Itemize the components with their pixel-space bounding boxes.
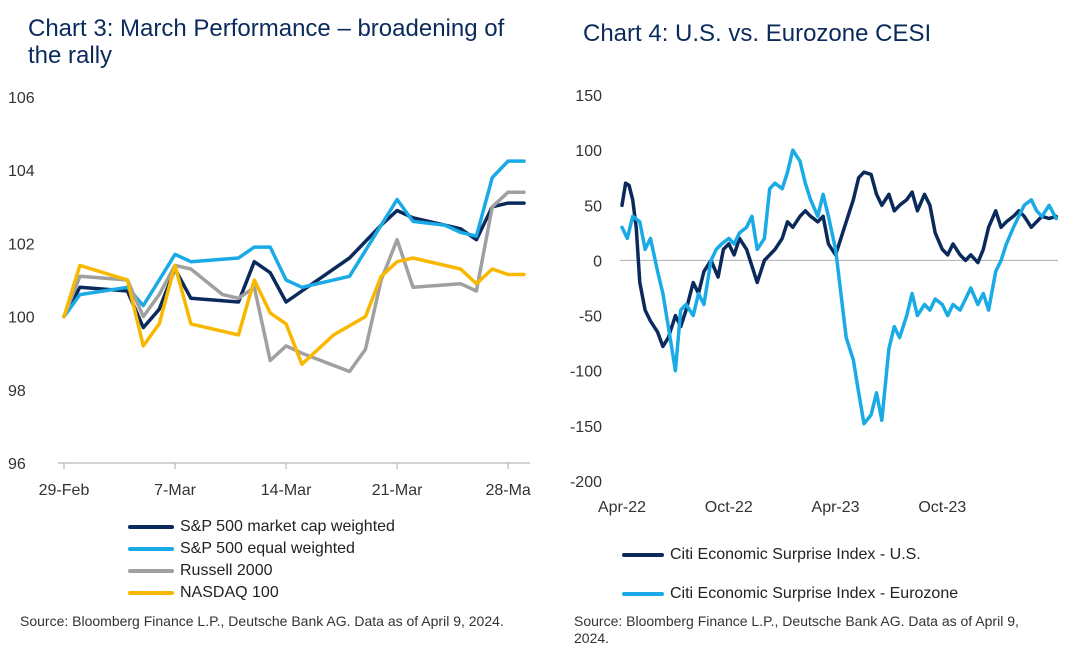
y-tick-label: 50: [584, 198, 602, 215]
series-line-1: [62, 159, 526, 319]
series-line-2: [62, 190, 526, 374]
y-tick-label: 104: [8, 163, 35, 180]
legend-swatch: [622, 591, 664, 596]
legend-swatch: [128, 591, 174, 595]
y-tick-label: -50: [579, 309, 602, 326]
y-tick-label: -100: [570, 364, 602, 381]
chart-4-title: Chart 4: U.S. vs. Eurozone CESI: [583, 20, 932, 47]
y-tick-label: 102: [8, 236, 35, 253]
x-tick-label: Oct-22: [705, 499, 753, 516]
legend-label: S&P 500 market cap weighted: [180, 518, 395, 535]
x-tick-label: 29-Feb: [39, 482, 90, 499]
x-tick-label: 21-Mar: [372, 482, 423, 499]
legend-swatch: [128, 547, 174, 551]
series-line-3: [62, 256, 526, 366]
y-tick-label: 100: [575, 143, 602, 160]
legend-item-sp500-cap: S&P 500 market cap weighted: [128, 516, 395, 538]
legend-item-nasdaq: NASDAQ 100: [128, 582, 395, 604]
chart-3-plot: 96 98 100 102 104 106 29-Feb 7-Mar 14-Mar 21-Mar 2…: [8, 90, 531, 499]
y-tick-label: 0: [593, 253, 602, 270]
x-tick-label: Oct-23: [918, 499, 966, 516]
x-tick-label: Apr-23: [812, 499, 860, 516]
legend-label: Citi Economic Surprise Index - U.S.: [670, 545, 921, 563]
legend-label: NASDAQ 100: [180, 584, 279, 601]
y-tick-label: -200: [570, 474, 602, 491]
y-tick-label: 150: [575, 88, 602, 105]
legend-item-russell: Russell 2000: [128, 560, 395, 582]
x-tick-label: 14-Mar: [261, 482, 312, 499]
x-tick-label: 28-Ma: [485, 482, 530, 499]
y-tick-label: 96: [8, 456, 26, 473]
y-tick-label: 100: [8, 310, 35, 327]
series-line-0: [620, 170, 1058, 349]
legend-item-cesi-us: Citi Economic Surprise Index - U.S.: [622, 535, 958, 574]
y-tick-label: -150: [570, 419, 602, 436]
legend-swatch: [622, 552, 664, 557]
chart-3-title: Chart 3: March Performance – broadening …: [28, 15, 505, 69]
x-tick-label: 7-Mar: [154, 482, 196, 499]
legend-label: S&P 500 equal weighted: [180, 540, 355, 557]
legend-swatch: [128, 525, 174, 529]
chart-3-panel: Chart 3: March Performance – broadening …: [8, 15, 531, 629]
legend-label: Russell 2000: [180, 562, 273, 579]
chart-3-legend: S&P 500 market cap weighted S&P 500 equa…: [128, 516, 395, 604]
legend-item-cesi-eurozone: Citi Economic Surprise Index - Eurozone: [622, 574, 958, 613]
chart-3-source: Source: Bloomberg Finance L.P., Deutsche…: [20, 613, 504, 629]
series-line-1: [620, 148, 1058, 426]
legend-label: Citi Economic Surprise Index - Eurozone: [670, 584, 959, 602]
y-tick-label: 98: [8, 383, 26, 400]
chart-4-panel: Chart 4: U.S. vs. Eurozone CESI -200 -150…: [546, 0, 1092, 672]
chart-4-source: Source: Bloomberg Finance L.P., Deutsche…: [574, 613, 1019, 646]
legend-swatch: [128, 569, 174, 573]
legend-item-sp500-equal: S&P 500 equal weighted: [128, 538, 395, 560]
x-tick-label: Apr-22: [598, 499, 646, 516]
chart-4-legend: Citi Economic Surprise Index - U.S. Citi…: [622, 535, 958, 613]
chart-4-plot: -200 -150 -100 -50 0 50 100 150 Apr-22 Oct-22 Apr-…: [570, 88, 1058, 516]
y-tick-label: 106: [8, 90, 35, 107]
